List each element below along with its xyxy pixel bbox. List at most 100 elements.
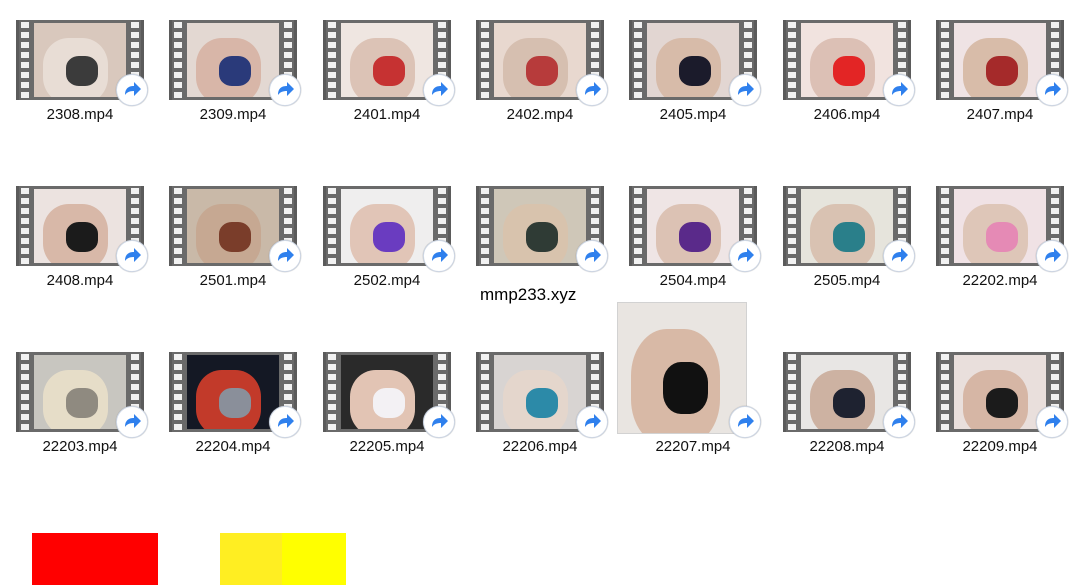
file-item[interactable]: 2406.mp4 [770,0,915,123]
file-name: 22207.mp4 [655,438,731,455]
file-name: 2504.mp4 [659,272,727,289]
file-name: 22203.mp4 [42,438,118,455]
file-item[interactable]: 2501.mp4 [156,166,301,289]
shortcut-arrow-icon [729,74,761,106]
shortcut-arrow-icon [423,74,455,106]
file-name: 22209.mp4 [962,438,1038,455]
file-name: 22202.mp4 [962,272,1038,289]
file-name: 2501.mp4 [199,272,267,289]
file-name: 2408.mp4 [46,272,114,289]
file-item[interactable]: 2402.mp4 [463,0,608,123]
video-thumbnail [169,186,301,272]
file-item[interactable] [463,166,608,286]
video-thumbnail-image [494,23,586,97]
yellow-swatch-left [220,533,282,585]
file-item[interactable]: 22204.mp4 [156,332,301,455]
video-thumbnail [936,186,1068,272]
red-swatch [32,533,158,585]
file-item[interactable]: 22207.mp4 [616,302,761,455]
shortcut-arrow-icon [116,406,148,438]
watermark-text: mmp233.xyz [480,285,577,304]
file-grid: 2308.mp4 2309.mp4 2401.mp4 [3,0,1068,455]
file-item[interactable]: 2504.mp4 [616,166,761,289]
video-thumbnail [783,352,915,438]
shortcut-arrow-icon [116,240,148,272]
video-thumbnail [617,302,747,434]
shortcut-arrow-icon [423,240,455,272]
video-thumbnail-image [34,355,126,429]
file-item[interactable]: 22202.mp4 [923,166,1068,289]
shortcut-arrow-icon [269,74,301,106]
shortcut-arrow-icon [576,74,608,106]
shortcut-arrow-icon [883,406,915,438]
video-thumbnail-image [647,189,739,263]
file-name: 2405.mp4 [659,106,727,123]
video-thumbnail [16,20,148,106]
file-item[interactable]: 22206.mp4 [463,332,608,455]
yellow-swatch-right [282,533,346,585]
shortcut-arrow-icon [883,74,915,106]
video-thumbnail-image [647,23,739,97]
file-item[interactable]: 2405.mp4 [616,0,761,123]
video-thumbnail [16,352,148,438]
video-thumbnail [323,352,455,438]
video-thumbnail [323,20,455,106]
file-item[interactable]: 2309.mp4 [156,0,301,123]
video-thumbnail-image [341,23,433,97]
film-strip-icon [16,20,144,100]
video-thumbnail [629,20,761,106]
video-thumbnail [169,20,301,106]
shortcut-arrow-icon [1036,74,1068,106]
video-thumbnail-image [187,189,279,263]
file-item[interactable]: 2401.mp4 [310,0,455,123]
film-strip-icon [783,20,911,100]
video-thumbnail-image [954,189,1046,263]
video-thumbnail-image [187,355,279,429]
video-thumbnail-image [954,355,1046,429]
file-item[interactable]: 2408.mp4 [3,166,148,289]
video-thumbnail [323,186,455,272]
film-strip-icon [169,352,297,432]
video-thumbnail [783,20,915,106]
shortcut-arrow-icon [423,406,455,438]
video-thumbnail-image [801,23,893,97]
file-name: 2505.mp4 [813,272,881,289]
file-item[interactable]: 22209.mp4 [923,332,1068,455]
file-item[interactable]: 22203.mp4 [3,332,148,455]
video-thumbnail-image [494,355,586,429]
video-thumbnail-image [801,189,893,263]
shortcut-arrow-icon [729,240,761,272]
video-thumbnail [169,352,301,438]
shortcut-arrow-icon [116,74,148,106]
file-item[interactable]: 2308.mp4 [3,0,148,123]
file-name: 22206.mp4 [502,438,578,455]
video-thumbnail-image [954,23,1046,97]
video-thumbnail-image [618,303,746,433]
video-thumbnail-image [801,355,893,429]
shortcut-arrow-icon [1036,240,1068,272]
video-thumbnail [936,352,1068,438]
file-item[interactable]: 2502.mp4 [310,166,455,289]
video-thumbnail-image [34,23,126,97]
video-thumbnail-image [494,189,586,263]
shortcut-arrow-icon [269,240,301,272]
file-item[interactable]: 2505.mp4 [770,166,915,289]
file-item[interactable]: 22208.mp4 [770,332,915,455]
film-strip-icon [323,186,451,266]
shortcut-arrow-icon [269,406,301,438]
video-thumbnail [476,352,608,438]
file-item[interactable]: 22205.mp4 [310,332,455,455]
file-name: 22208.mp4 [809,438,885,455]
video-thumbnail [16,186,148,272]
video-thumbnail-image [341,189,433,263]
file-name: 2308.mp4 [46,106,114,123]
file-item[interactable]: 2407.mp4 [923,0,1068,123]
file-name: 2401.mp4 [353,106,421,123]
film-strip-icon [936,352,1064,432]
video-thumbnail-image [34,189,126,263]
video-thumbnail-image [187,23,279,97]
video-thumbnail [936,20,1068,106]
file-name: 2309.mp4 [199,106,267,123]
film-strip-icon [169,20,297,100]
film-strip-icon [323,352,451,432]
